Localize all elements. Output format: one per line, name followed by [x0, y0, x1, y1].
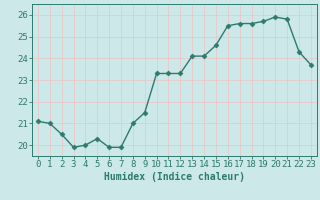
X-axis label: Humidex (Indice chaleur): Humidex (Indice chaleur): [104, 172, 245, 182]
